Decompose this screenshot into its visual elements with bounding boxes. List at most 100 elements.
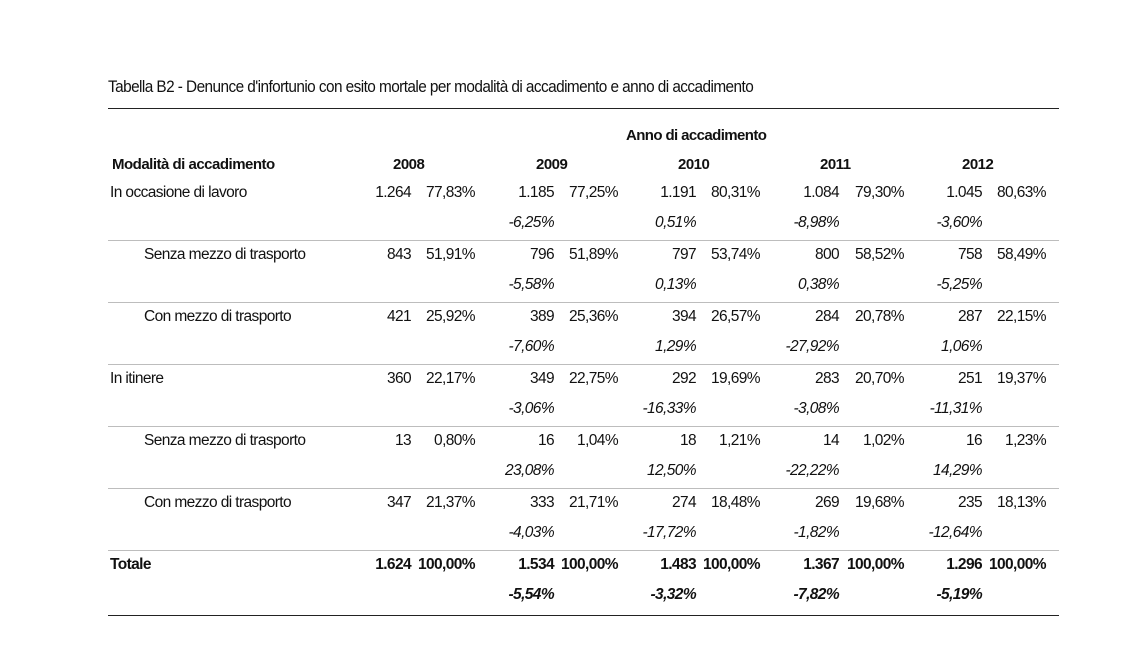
cell-percent: 100,00% bbox=[847, 556, 905, 573]
cell-count: 18 bbox=[679, 432, 697, 449]
cell-count: 13 bbox=[394, 432, 412, 449]
cell-change: 0,38% bbox=[798, 276, 840, 293]
cell-count: 1.296 bbox=[946, 556, 982, 573]
row-separator bbox=[108, 550, 1059, 551]
cell-change: -3,32% bbox=[650, 586, 696, 603]
cell-change: 1,29% bbox=[655, 338, 697, 355]
cell-percent: 100,00% bbox=[418, 556, 476, 573]
cell-percent: 51,89% bbox=[569, 246, 619, 263]
cell-count: 1.045 bbox=[946, 184, 982, 201]
cell-percent: 51,91% bbox=[426, 246, 476, 263]
cell-count: 389 bbox=[529, 308, 555, 325]
cell-change: -11,31% bbox=[929, 400, 983, 417]
cell-change: -8,98% bbox=[793, 214, 839, 231]
cell-percent: 25,36% bbox=[569, 308, 619, 325]
cell-change: -5,58% bbox=[508, 276, 554, 293]
cell-count: 14 bbox=[822, 432, 840, 449]
cell-count: 287 bbox=[957, 308, 983, 325]
cell-count: 843 bbox=[386, 246, 412, 263]
cell-percent: 79,30% bbox=[855, 184, 905, 201]
cell-percent: 100,00% bbox=[703, 556, 761, 573]
cell-change: -12,64% bbox=[928, 524, 982, 541]
cell-count: 1.084 bbox=[803, 184, 839, 201]
cell-percent: 100,00% bbox=[989, 556, 1047, 573]
cell-change: -7,60% bbox=[508, 338, 554, 355]
row-separator bbox=[108, 302, 1059, 303]
cell-count: 269 bbox=[814, 494, 840, 511]
cell-count: 16 bbox=[537, 432, 555, 449]
cell-count: 758 bbox=[957, 246, 983, 263]
cell-percent: 77,25% bbox=[569, 184, 619, 201]
row-separator bbox=[108, 364, 1059, 365]
cell-percent: 1,21% bbox=[719, 432, 761, 449]
cell-count: 292 bbox=[671, 370, 697, 387]
cell-percent: 1,23% bbox=[1005, 432, 1047, 449]
cell-percent: 20,78% bbox=[855, 308, 905, 325]
cell-change: 1,06% bbox=[941, 338, 983, 355]
row-separator bbox=[108, 488, 1059, 489]
cell-count: 421 bbox=[386, 308, 412, 325]
row-label: Totale bbox=[110, 556, 152, 573]
cell-count: 283 bbox=[814, 370, 840, 387]
cell-count: 274 bbox=[671, 494, 697, 511]
top-rule bbox=[108, 108, 1059, 109]
row-separator bbox=[108, 426, 1059, 427]
cell-percent: 19,69% bbox=[711, 370, 761, 387]
cell-change: -3,06% bbox=[508, 400, 554, 417]
cell-count: 284 bbox=[814, 308, 840, 325]
cell-change: -5,25% bbox=[936, 276, 982, 293]
cell-count: 360 bbox=[386, 370, 412, 387]
row-label: Con mezzo di trasporto bbox=[144, 494, 292, 511]
cell-percent: 77,83% bbox=[426, 184, 476, 201]
cell-change: -5,54% bbox=[508, 586, 554, 603]
cell-count: 796 bbox=[529, 246, 555, 263]
cell-change: 23,08% bbox=[505, 462, 555, 479]
row-header: Modalità di accadimento bbox=[112, 156, 275, 173]
cell-percent: 58,49% bbox=[997, 246, 1047, 263]
cell-count: 333 bbox=[529, 494, 555, 511]
cell-percent: 21,37% bbox=[426, 494, 476, 511]
cell-count: 394 bbox=[671, 308, 697, 325]
year-group-header: Anno di accadimento bbox=[626, 127, 767, 144]
cell-percent: 20,70% bbox=[855, 370, 905, 387]
cell-count: 1.264 bbox=[375, 184, 411, 201]
row-separator bbox=[108, 240, 1059, 241]
cell-count: 1.483 bbox=[660, 556, 696, 573]
cell-count: 1.534 bbox=[518, 556, 554, 573]
cell-percent: 80,31% bbox=[711, 184, 761, 201]
cell-count: 235 bbox=[957, 494, 983, 511]
cell-percent: 0,80% bbox=[434, 432, 476, 449]
cell-count: 797 bbox=[671, 246, 697, 263]
row-label: Con mezzo di trasporto bbox=[144, 308, 292, 325]
cell-percent: 21,71% bbox=[569, 494, 619, 511]
cell-change: -5,19% bbox=[936, 586, 982, 603]
cell-change: -4,03% bbox=[508, 524, 554, 541]
cell-percent: 19,37% bbox=[997, 370, 1047, 387]
cell-change: 14,29% bbox=[933, 462, 983, 479]
cell-change: 0,51% bbox=[655, 214, 697, 231]
row-label: Senza mezzo di trasporto bbox=[144, 246, 306, 263]
cell-count: 1.191 bbox=[660, 184, 696, 201]
cell-percent: 22,75% bbox=[569, 370, 619, 387]
cell-change: -22,22% bbox=[785, 462, 839, 479]
row-label: In itinere bbox=[110, 370, 164, 387]
cell-change: -3,08% bbox=[793, 400, 839, 417]
cell-change: -27,92% bbox=[785, 338, 839, 355]
row-label: Senza mezzo di trasporto bbox=[144, 432, 306, 449]
cell-percent: 19,68% bbox=[855, 494, 905, 511]
year-header-2008: 2008 bbox=[393, 156, 425, 173]
cell-count: 1.367 bbox=[803, 556, 839, 573]
cell-change: -7,82% bbox=[793, 586, 839, 603]
cell-change: -16,33% bbox=[642, 400, 696, 417]
cell-percent: 1,04% bbox=[577, 432, 619, 449]
year-header-2012: 2012 bbox=[962, 156, 994, 173]
cell-percent: 18,48% bbox=[711, 494, 761, 511]
bottom-rule bbox=[108, 615, 1059, 616]
cell-percent: 80,63% bbox=[997, 184, 1047, 201]
table-title: Tabella B2 - Denunce d'infortunio con es… bbox=[108, 78, 754, 96]
cell-percent: 53,74% bbox=[711, 246, 761, 263]
cell-change: 0,13% bbox=[655, 276, 697, 293]
cell-change: -3,60% bbox=[936, 214, 982, 231]
year-header-2009: 2009 bbox=[536, 156, 568, 173]
cell-count: 16 bbox=[965, 432, 983, 449]
